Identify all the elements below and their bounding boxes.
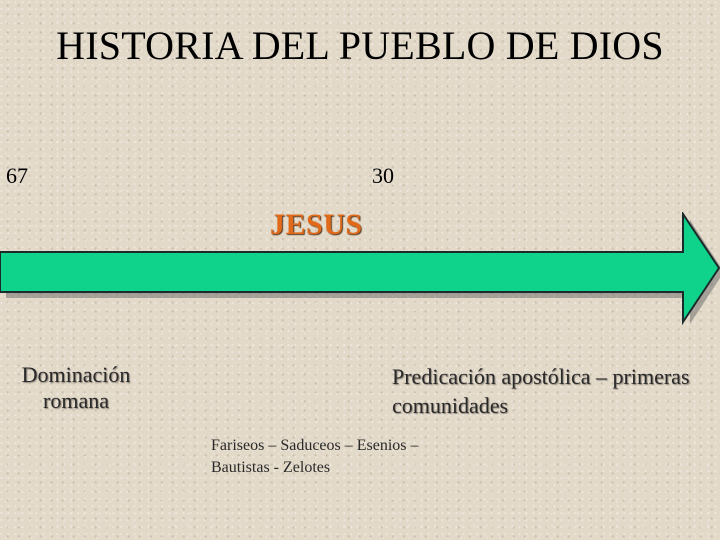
slide-title: HISTORIA DEL PUEBLO DE DIOS — [56, 23, 664, 68]
caption-right: Predicación apostólica – primeras comuni… — [392, 364, 690, 418]
timeline-arrow — [0, 212, 720, 326]
caption-groups: Fariseos – Saduceos – Esenios – Bautista… — [211, 437, 419, 476]
caption-left: Dominación romana — [21, 362, 131, 413]
timeline-end-year: 30 — [372, 163, 394, 188]
timeline-start-year: 67 — [6, 163, 28, 188]
center-label-jesus: JESUS — [270, 208, 363, 241]
arrow-body — [0, 212, 720, 326]
